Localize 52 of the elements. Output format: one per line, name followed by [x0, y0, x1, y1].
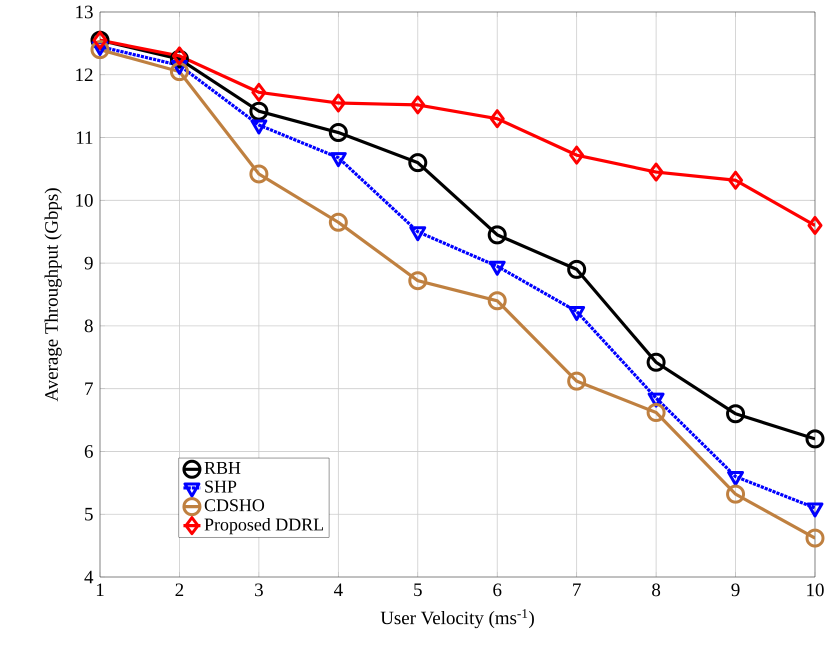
x-tick-label: 1 — [96, 584, 104, 596]
point — [328, 123, 348, 142]
legend-label: CDSHO — [204, 499, 264, 512]
y-tick-label: 8 — [84, 320, 93, 332]
point — [251, 82, 266, 102]
point — [249, 164, 268, 184]
y-tick-label: 7 — [85, 382, 93, 395]
y-tick-label: 5 — [85, 508, 93, 521]
x-tick-label: 2 — [176, 584, 184, 596]
point — [567, 260, 586, 279]
x-tick-label: 9 — [731, 584, 740, 596]
point — [805, 528, 824, 548]
point — [328, 212, 348, 232]
point — [805, 429, 824, 448]
x-tick-label: 6 — [493, 584, 502, 596]
x-tick-label: 7 — [573, 584, 581, 596]
x-tick-label: 8 — [652, 584, 660, 596]
x-tick-label: 4 — [334, 584, 343, 596]
point — [170, 62, 189, 82]
y-tick-label: 12 — [76, 68, 92, 82]
y-axis-title: Average Throughput (Gbps) — [44, 188, 62, 402]
legend-label: SHP — [205, 480, 236, 493]
point — [646, 403, 666, 422]
y-tick-label: 13 — [76, 6, 93, 18]
x-axis-title: User Velocity (ms$^{-1}$) — [380, 609, 534, 628]
point — [726, 484, 746, 504]
x-tick-label: 10 — [807, 584, 824, 596]
y-tick-label: 10 — [76, 194, 93, 207]
point — [408, 271, 428, 290]
point — [726, 404, 746, 424]
point — [249, 102, 268, 121]
point — [172, 46, 187, 66]
point — [488, 225, 507, 244]
point — [569, 146, 584, 165]
point — [646, 352, 666, 372]
x-tick-label: 3 — [255, 584, 263, 596]
point — [648, 162, 664, 182]
y-tick-label: 9 — [84, 256, 93, 270]
y-tick-label: 6 — [84, 445, 93, 458]
point — [807, 216, 822, 235]
y-tick-label: 4 — [84, 570, 94, 584]
point — [728, 170, 744, 190]
point — [410, 95, 426, 114]
point — [490, 109, 505, 128]
x-tick-label: 5 — [414, 584, 422, 596]
y-tick-label: 11 — [76, 131, 92, 144]
legend-label: RBH — [204, 462, 240, 474]
point — [488, 291, 507, 310]
legend-label: Proposed DDRL — [204, 518, 323, 534]
point — [330, 94, 346, 113]
point — [567, 372, 586, 391]
point — [408, 153, 428, 172]
